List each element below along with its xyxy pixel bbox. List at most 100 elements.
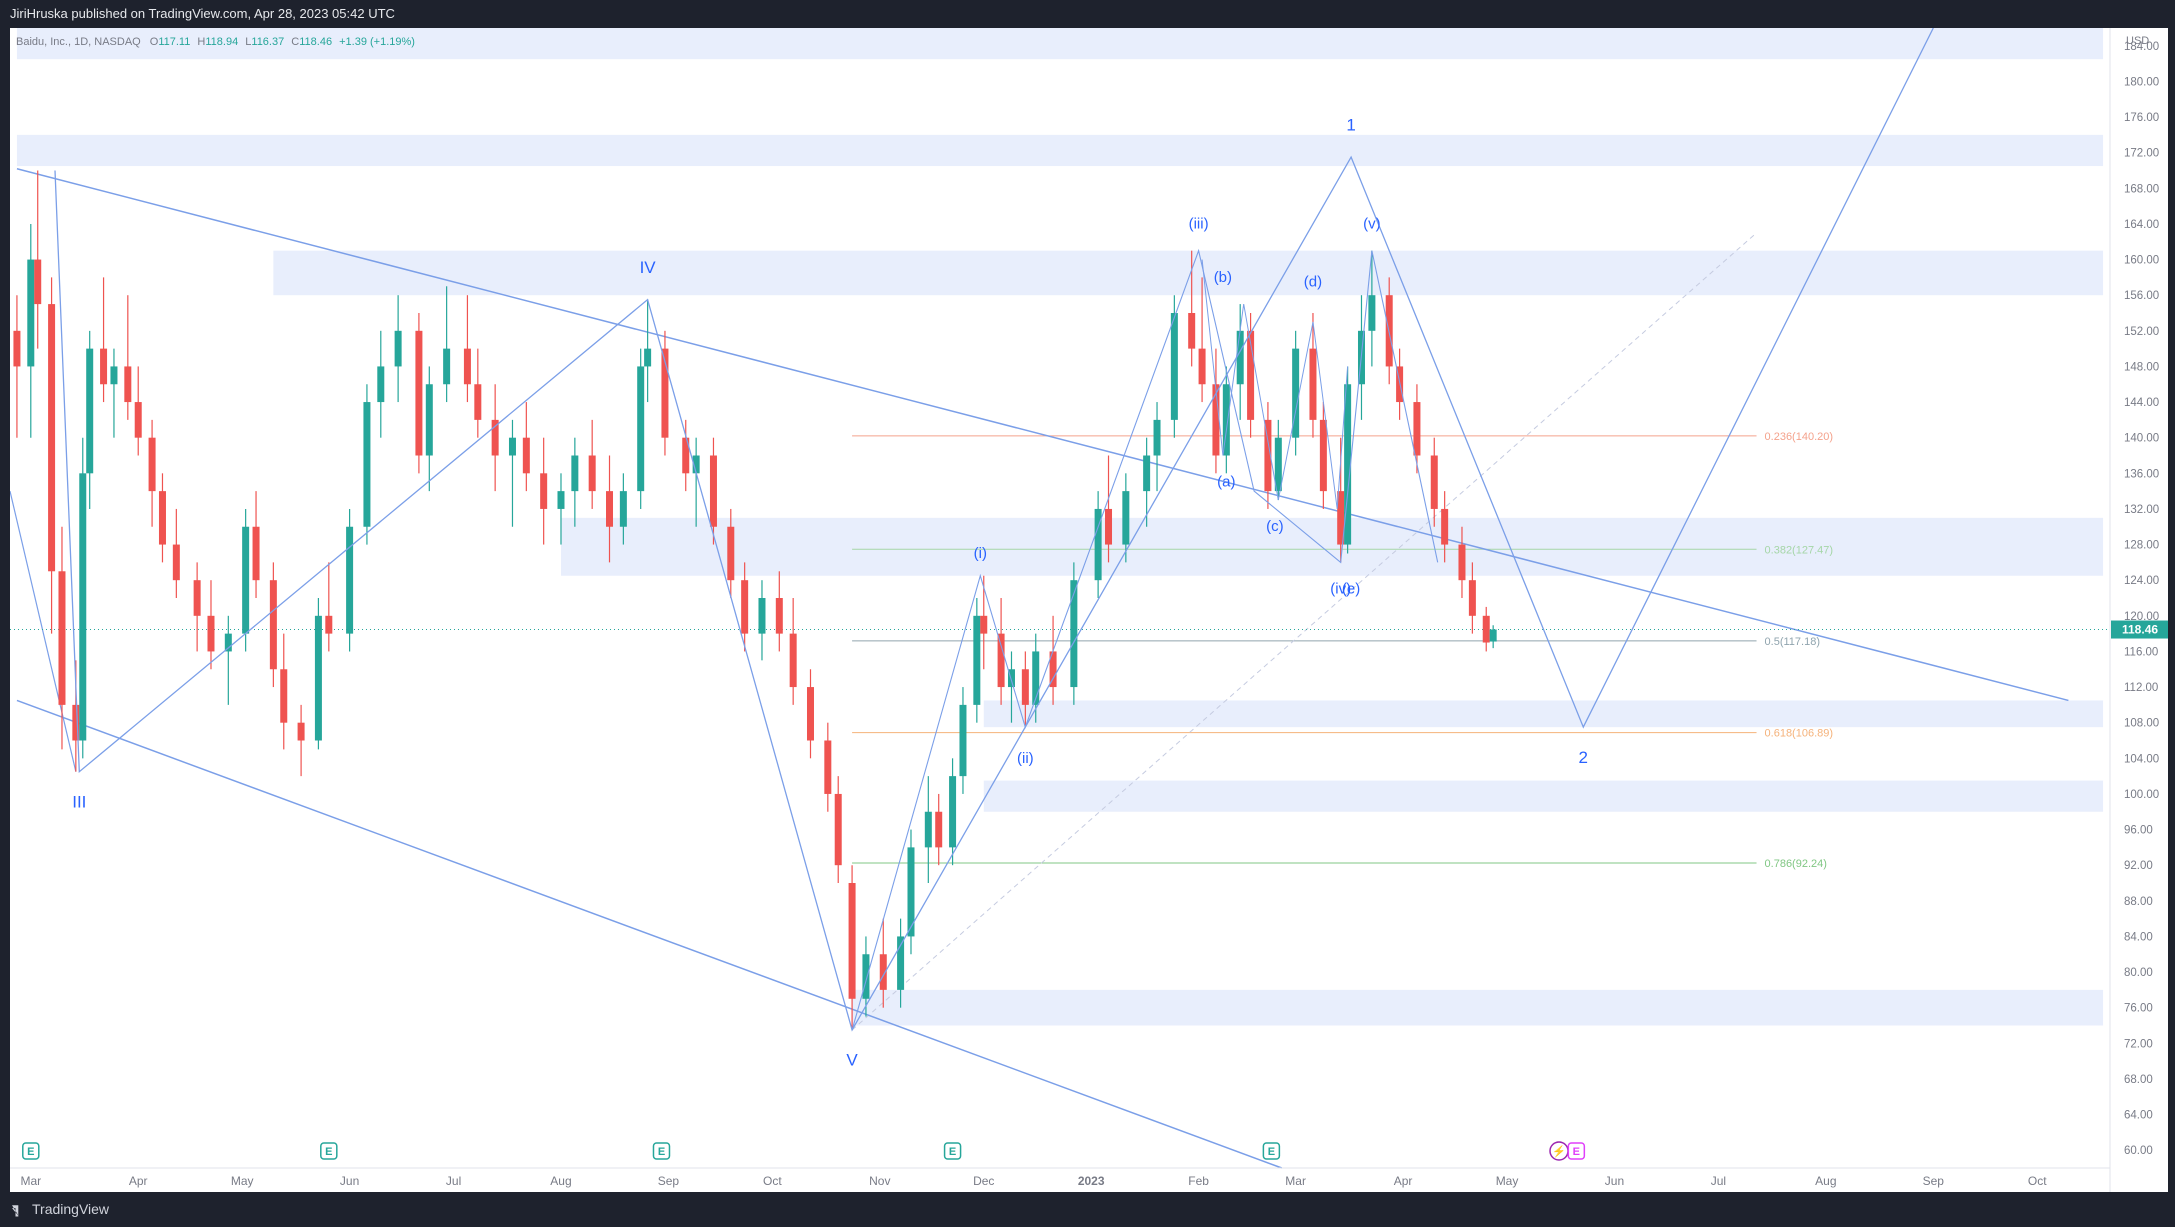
price-tick-label: 96.00 [2124, 825, 2153, 837]
wave-label: V [846, 1051, 858, 1070]
candle-body [959, 704, 967, 777]
candle-body [973, 615, 981, 705]
price-tick-label: 120.00 [2124, 611, 2159, 623]
wave-entry-line [9, 490, 77, 772]
candle-body [924, 811, 932, 848]
candle-body [879, 954, 887, 990]
fib-level-label: 0.382(127.47) [1765, 544, 1834, 556]
candle-body [661, 348, 669, 438]
price-tick-label: 152.00 [2124, 326, 2159, 338]
time-tick-label: Jul [446, 1174, 461, 1188]
price-tick-label: 108.00 [2124, 718, 2159, 730]
price-tick-label: 168.00 [2124, 183, 2159, 195]
candle-body [13, 330, 21, 367]
price-tick-label: 116.00 [2124, 646, 2158, 658]
candle-body [415, 330, 423, 456]
candle-body [775, 598, 783, 634]
time-tick-label: Dec [973, 1174, 994, 1188]
price-tick-label: 68.00 [2124, 1074, 2153, 1086]
candle-body [557, 491, 565, 509]
time-tick-label: Aug [1815, 1174, 1836, 1188]
price-tick-label: 80.00 [2124, 967, 2153, 979]
price-tick-label: 144.00 [2124, 397, 2159, 409]
candle-body [522, 437, 530, 474]
support-resistance-zone [852, 989, 2104, 1026]
price-tick-label: 160.00 [2124, 255, 2159, 267]
wave-label: 1 [1346, 115, 1355, 134]
change-value: +1.39 (+1.19%) [339, 36, 415, 48]
price-tick-label: 72.00 [2124, 1038, 2153, 1050]
candles-layer [13, 170, 1497, 1030]
price-tick-label: 88.00 [2124, 896, 2153, 908]
candle-body [1264, 419, 1272, 492]
earnings-letter: E [1268, 1146, 1275, 1158]
support-resistance-zone [983, 780, 2104, 812]
wave-label: (i) [974, 545, 987, 562]
candle-body [1170, 313, 1178, 420]
price-tick-label: 132.00 [2124, 504, 2159, 516]
candle-body [110, 366, 118, 385]
close-value: 118.46 [299, 36, 332, 48]
future-earnings-letter: E [1573, 1146, 1580, 1158]
price-tick-label: 148.00 [2124, 361, 2159, 373]
candle-body [834, 793, 842, 866]
price-axis[interactable]: 184.00 180.00 176.00 172.00 168.00 164.00 160.… [2111, 41, 2168, 1157]
candle-body [1188, 313, 1196, 349]
candle-body [709, 455, 717, 527]
candle-body [806, 687, 814, 741]
candle-body [1105, 508, 1113, 545]
chart-area[interactable]: 0.236(140.20) 0.382(127.47) 0.5(117.18) 0.6… [9, 14, 2168, 1192]
time-tick-label: Mar [1285, 1174, 1306, 1188]
price-tick-label: 104.00 [2124, 753, 2159, 765]
time-axis[interactable]: Mar Apr May Jun Jul Aug Sep Oct Nov Dec 2023 Feb Mar… [20, 1174, 2047, 1188]
dividend-glyph: ⚡ [1552, 1145, 1566, 1158]
earnings-letter: E [949, 1146, 956, 1158]
candle-body [100, 348, 108, 385]
candle-body [1007, 669, 1015, 688]
candle-body [935, 811, 943, 848]
earnings-icon [943, 1142, 962, 1160]
candle-body [1247, 330, 1255, 420]
price-tick-label: 64.00 [2124, 1110, 2153, 1122]
price-tick-label: 84.00 [2124, 931, 2153, 943]
candle-body [862, 954, 870, 999]
candle-body [727, 526, 735, 581]
earnings-icon [320, 1142, 338, 1160]
time-tick-label: May [1496, 1174, 1519, 1188]
wave-label: (v) [1363, 215, 1381, 232]
candle-body [346, 526, 354, 634]
time-tick-label: Apr [129, 1174, 148, 1188]
time-tick-label: Nov [869, 1174, 890, 1188]
earnings-letter: E [325, 1146, 332, 1158]
tradingview-icon [12, 1205, 19, 1217]
wave-label: (e) [1342, 581, 1360, 598]
candle-body [58, 571, 66, 705]
candle-body [540, 473, 548, 509]
candle-body [1094, 508, 1102, 581]
open-value: 117.11 [158, 36, 190, 48]
candle-body [1458, 544, 1466, 581]
footer-bar: TradingView [0, 1192, 2175, 1227]
earnings-icon [1262, 1142, 1281, 1160]
wave-label: (iii) [1189, 215, 1209, 232]
candle-body [1021, 669, 1029, 705]
price-chart[interactable]: 0.236(140.20) 0.382(127.47) 0.5(117.18) 0.6… [9, 14, 2168, 1192]
symbol-legend: Baidu, Inc., 1D, NASDAQ O117.11 H118.94 … [16, 36, 415, 48]
price-tick-label: 100.00 [2124, 789, 2159, 801]
wave-label: (a) [1217, 474, 1235, 491]
triangle-path [1201, 259, 1349, 509]
time-tick-label: Jun [1605, 1174, 1624, 1188]
candle-body [34, 259, 42, 305]
time-tick-label: Mar [20, 1174, 41, 1188]
candle-body [1274, 437, 1282, 492]
candle-body [1319, 419, 1327, 492]
candle-body [193, 580, 201, 616]
tradingview-logo[interactable]: TradingView [12, 1192, 109, 1227]
candle-body [1122, 491, 1130, 545]
candle-body [1468, 580, 1476, 616]
wave-label: (iv) [1330, 581, 1351, 598]
price-tick-label: 112.00 [2124, 682, 2158, 694]
candle-body [314, 615, 322, 741]
earnings-letter: E [27, 1146, 34, 1158]
price-tick-label: 92.00 [2124, 860, 2153, 872]
